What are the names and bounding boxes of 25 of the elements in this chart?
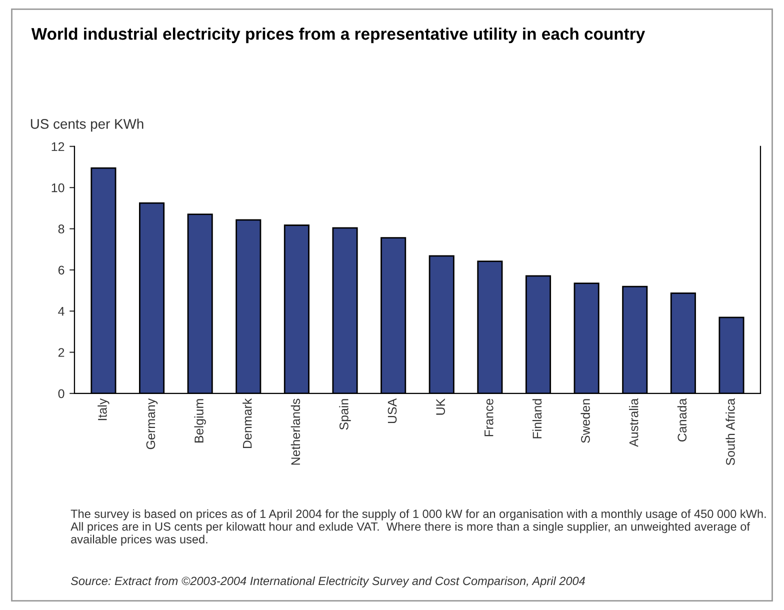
chart-title: World industrial electricity prices from a representative utility in each country — [31, 28, 646, 44]
x-tick-label: Sweden — [580, 399, 590, 443]
y-axis-title: US cents per KWh — [30, 118, 144, 132]
text: The survey is based on prices as of 1 April 2004 for the supply of 1 000 kW for an organisation with a monthly usage of 450 000 kWh. All prices are in US cents per kilowatt hour and exlude VAT. Where there is more than a single supplier, an unweighted average of available prices was used. — [70, 509, 766, 546]
x-tick-label: USA — [388, 398, 397, 424]
x-tick-label: Belgium — [194, 399, 206, 442]
y-tick-label: 8 — [58, 224, 64, 234]
x-tick-label: Netherlands — [290, 398, 300, 465]
x-tick-label: Australia — [629, 398, 638, 447]
y-tick-label: 4 — [58, 307, 64, 316]
y-tick-label: 2 — [58, 348, 64, 357]
x-tick-label: Germany — [146, 398, 158, 450]
x-tick-label: Spain — [339, 399, 351, 430]
y-tick-label: 10 — [52, 183, 64, 192]
y-tick-label: 6 — [58, 266, 64, 275]
x-tick-label: UK — [436, 398, 445, 415]
x-tick-label: Denmark — [242, 398, 252, 448]
y-tick-label: 0 — [58, 389, 64, 398]
x-tick-label: Italy — [98, 398, 110, 420]
x-tick-label: South Africa — [726, 398, 735, 466]
x-tick-label: Finland — [532, 399, 542, 438]
x-tick-label: France — [484, 398, 494, 436]
x-tick-label: Canada — [677, 398, 687, 442]
source-note: Source: Extract from ©2003-2004 International Electricity Survey and Cost Comparison, April 2004 — [70, 576, 585, 588]
y-tick-label: 12 — [52, 142, 64, 151]
